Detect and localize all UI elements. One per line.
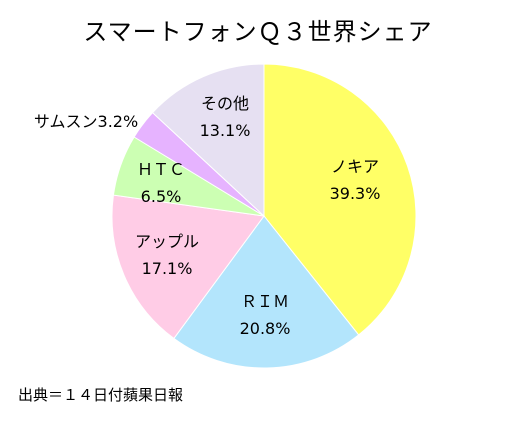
slice-name-label-2: アップル bbox=[135, 232, 199, 251]
slice-value-label-3: 6.5% bbox=[141, 187, 182, 206]
slice-value-label-0: 39.3% bbox=[330, 184, 381, 203]
slice-value-label-5: 13.1% bbox=[200, 121, 251, 140]
slice-name-label-4: サムスン3.2% bbox=[34, 112, 138, 131]
slice-name-label-3: ＨＴＣ bbox=[137, 160, 185, 179]
slice-name-label-0: ノキア bbox=[331, 157, 379, 176]
pie-slice-1 bbox=[173, 215, 360, 369]
slice-name-label-5: その他 bbox=[201, 94, 249, 113]
chart-title: スマートフォンＱ３世界シェア bbox=[83, 18, 433, 46]
slice-name-label-1: ＲＩＭ bbox=[241, 292, 289, 311]
slice-value-label-2: 17.1% bbox=[142, 259, 193, 278]
pie-slices bbox=[111, 63, 417, 369]
pie-slice-0 bbox=[263, 63, 417, 336]
pie-labels: ノキア 39.3% ＲＩＭ 20.8% アップル 17.1% ＨＴＣ 6.5% サムスン3.2%… bbox=[34, 94, 381, 338]
pie-slice-2 bbox=[111, 194, 265, 340]
slice-value-label-1: 20.8% bbox=[240, 319, 291, 338]
source-note: 出典＝１４日付蘋果日報 bbox=[18, 386, 184, 404]
pie-slice-5 bbox=[151, 63, 265, 218]
